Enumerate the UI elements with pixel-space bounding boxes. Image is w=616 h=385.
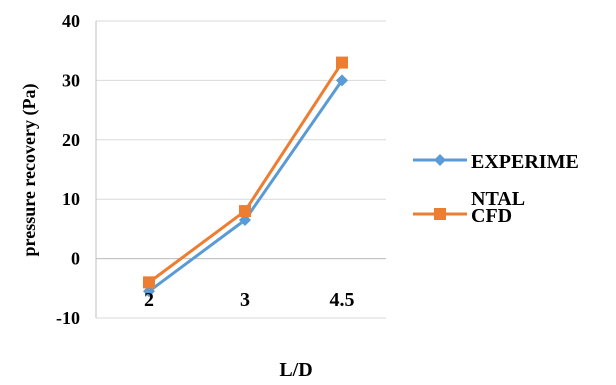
y-tick-label: 20 bbox=[62, 130, 80, 150]
data-point-square bbox=[336, 56, 348, 69]
y-tick-label: 30 bbox=[62, 70, 80, 90]
legend-marker-square bbox=[434, 208, 446, 220]
legend-label: CFD bbox=[471, 205, 512, 227]
data-point-square bbox=[143, 276, 155, 289]
y-tick-label: -10 bbox=[56, 308, 80, 328]
x-tick-label: 4.5 bbox=[330, 289, 355, 311]
legend-label: NTAL bbox=[471, 188, 525, 210]
axes bbox=[95, 21, 386, 319]
y-tick-label: 10 bbox=[62, 189, 80, 209]
y-tick-label: 0 bbox=[71, 249, 80, 269]
y-axis-label: pressure recovery (Pa) bbox=[19, 84, 40, 257]
x-tick-label: 2 bbox=[144, 289, 154, 311]
y-tick-label: 40 bbox=[62, 11, 80, 31]
legend-label: EXPERIME bbox=[471, 151, 579, 173]
x-tick-label: 3 bbox=[240, 289, 250, 311]
legend-marker-diamond bbox=[434, 154, 446, 166]
data-point-square bbox=[239, 205, 251, 218]
series bbox=[143, 56, 348, 298]
data-point-diamond bbox=[336, 74, 348, 87]
tick-labels: -10 0 10 20 30 40 2 3 4.5 bbox=[56, 11, 355, 328]
x-axis-label: L/D bbox=[279, 359, 312, 380]
series-line bbox=[147, 61, 344, 284]
